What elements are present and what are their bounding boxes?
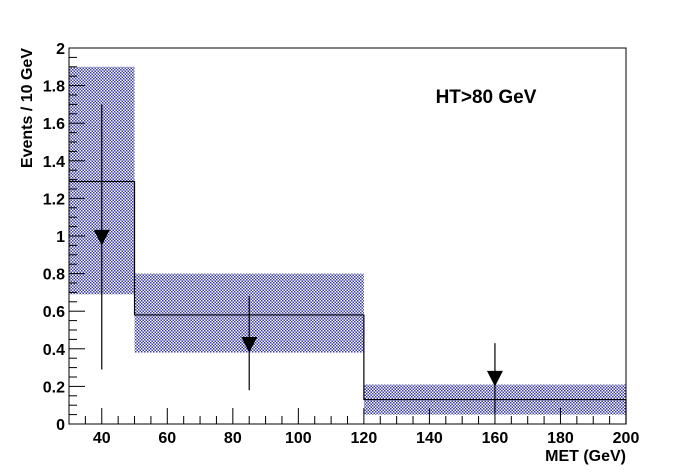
x-tick-label: 160	[482, 430, 509, 447]
x-tick-label: 60	[158, 430, 176, 447]
y-tick-label: 0.4	[43, 342, 65, 359]
y-tick-label: 0.6	[43, 304, 65, 321]
x-tick-label: 200	[613, 430, 640, 447]
x-tick-label: 180	[547, 430, 574, 447]
y-tick-label: 1	[56, 229, 65, 246]
chart-annotation: HT>80 GeV	[436, 87, 537, 108]
down-triangle-marker-2	[241, 337, 258, 353]
y-tick-label: 1.4	[43, 154, 65, 171]
x-tick-label: 120	[351, 430, 378, 447]
plot-frame	[68, 47, 627, 425]
axis-ticks	[68, 47, 627, 425]
down-triangle-marker-3	[486, 370, 503, 387]
y-tick-label: 1.8	[43, 79, 65, 96]
y-tick-label: 1.6	[43, 116, 65, 133]
y-tick-label: 0.2	[43, 379, 65, 396]
x-tick-label: 40	[93, 430, 111, 447]
down-triangle-marker-1	[93, 229, 110, 246]
x-tick-label: 100	[285, 430, 312, 447]
x-tick-label: 140	[416, 430, 443, 447]
y-tick-labels: 0 0.2 0.4 0.6 0.8 1 1.2 1.4 1.6 1.8 2	[43, 41, 65, 434]
y-axis-title: Events / 10 GeV	[19, 48, 36, 168]
upper-limit-points	[93, 104, 503, 413]
x-tick-labels: 40 60 80 100 120 140 160 180 200	[93, 430, 640, 447]
uncertainty-bands	[69, 66, 626, 415]
x-tick-label: 80	[224, 430, 242, 447]
y-tick-label: 2	[56, 41, 65, 58]
y-tick-label: 1.2	[43, 191, 65, 208]
x-axis-title: MET (GeV)	[545, 448, 626, 465]
y-tick-label: 0.8	[43, 267, 65, 284]
y-tick-label: 0	[56, 417, 65, 434]
